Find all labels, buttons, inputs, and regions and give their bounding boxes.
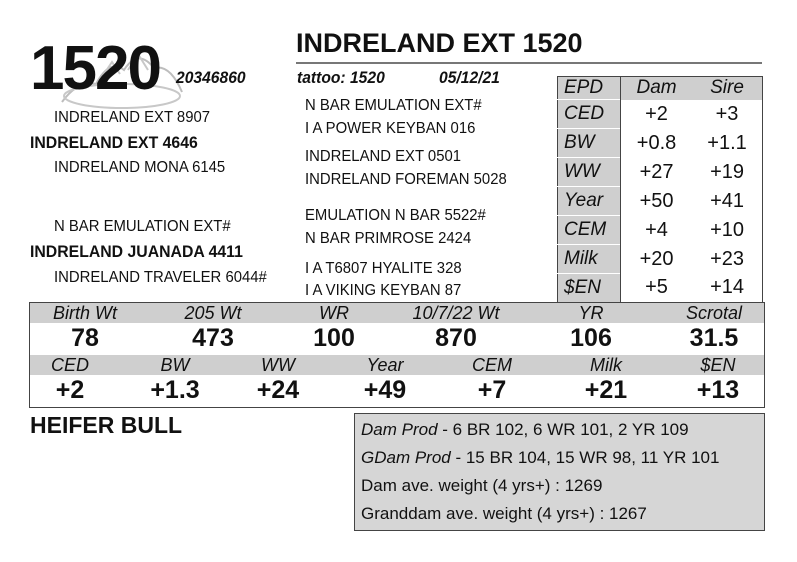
calf-epd-header-milk: Milk (590, 355, 622, 375)
epd-trait: BW (557, 128, 621, 158)
calf-epd-header-cem: CEM (472, 355, 512, 375)
epd-sire-value: +1.1 (707, 131, 747, 154)
pedigree-sire-sire: INDRELAND EXT 8907 (54, 109, 211, 126)
epd-sire-value: +23 (710, 247, 744, 270)
animal-name: INDRELAND EXT 1520 (296, 28, 583, 58)
epd-sire-value: +3 (715, 102, 739, 125)
perf-wr: 100 (313, 324, 355, 352)
epd-sire-value: +14 (710, 276, 744, 299)
birth-date: 05/12/21 (439, 68, 500, 87)
registration-number: 20346860 (176, 68, 246, 87)
epd-row: CEM +4 +10 (557, 215, 763, 245)
perf-scrotal: 31.5 (689, 324, 739, 352)
perf-header-birth-wt: Birth Wt (52, 303, 118, 323)
epd-dam-value: +0.8 (636, 131, 677, 154)
epd-trait: CED (557, 99, 621, 129)
calf-epd-ced: +2 (55, 376, 85, 404)
dam-prod-label: Dam Prod (361, 420, 438, 439)
lot-number: 1520 (30, 34, 162, 103)
dam-weight: Dam ave. weight (4 yrs+) : 1269 (361, 476, 603, 495)
epd-sire-value: +41 (710, 189, 744, 212)
epd-row: CED +2 +3 (557, 99, 763, 129)
epd-trait: Milk (557, 244, 621, 274)
epd-trait: Year (557, 186, 621, 216)
perf-header-yr: YR (578, 303, 604, 323)
dam-production-box: Dam Prod - 6 BR 102, 6 WR 101, 2 YR 109 … (354, 413, 765, 531)
calf-epd-header-en: $EN (700, 355, 736, 375)
epd-dam-value: +50 (639, 189, 674, 212)
epd-header-dam: Dam (620, 76, 693, 100)
pedigree-dd-sire: I A T6807 HYALITE 328 (305, 260, 462, 277)
pedigree-ss-sire: N BAR EMULATION EXT# (305, 97, 482, 114)
epd-sire-value: +19 (710, 160, 744, 183)
calf-epd-cem: +7 (477, 376, 507, 404)
granddam-weight: Granddam ave. weight (4 yrs+) : 1267 (361, 504, 647, 523)
epd-row: Year +50 +41 (557, 186, 763, 216)
perf-205-wt: 473 (192, 324, 234, 352)
epd-row: WW +27 +19 (557, 157, 763, 187)
epd-header-trait: EPD (557, 76, 621, 100)
dam-prod-line: Dam Prod - 6 BR 102, 6 WR 101, 2 YR 109 (361, 420, 689, 440)
heifer-bull-note: HEIFER BULL (30, 412, 183, 438)
pedigree-sd-sire: INDRELAND EXT 0501 (305, 148, 462, 165)
dam-prod-value: - 6 BR 102, 6 WR 101, 2 YR 109 (437, 420, 689, 439)
perf-yearling-wt: 870 (435, 324, 477, 352)
calf-epd-year: +49 (363, 376, 407, 404)
pedigree-dam-sire: N BAR EMULATION EXT# (54, 218, 231, 235)
epd-table: EPD Dam Sire CED +2 +3 BW +0.8 +1.1 WW +… (557, 76, 763, 303)
pedigree-dam-dam: INDRELAND TRAVELER 6044# (54, 269, 267, 286)
perf-header-yearling-wt: 10/7/22 Wt (412, 303, 500, 323)
pedigree-sire-dam: INDRELAND MONA 6145 (54, 159, 226, 176)
gdam-prod-value: - 15 BR 104, 15 WR 98, 11 YR 101 (450, 448, 720, 467)
calf-epd-bw: +1.3 (150, 376, 200, 404)
gdam-prod-line: GDam Prod - 15 BR 104, 15 WR 98, 11 YR 1… (361, 448, 719, 468)
epd-trait: $EN (557, 273, 621, 303)
epd-trait: CEM (557, 215, 621, 245)
epd-dam-value: +20 (639, 247, 674, 270)
performance-header-band (30, 303, 764, 323)
calf-epd-milk: +21 (584, 376, 628, 404)
calf-epd-header-band (30, 355, 764, 375)
epd-trait: WW (557, 157, 621, 187)
pedigree-sire: INDRELAND EXT 4646 (30, 133, 198, 152)
calf-epd-en: +13 (696, 376, 740, 404)
gdam-prod-label: GDam Prod (361, 448, 451, 467)
perf-header-scrotal: Scrotal (685, 303, 743, 323)
calf-epd-ww: +24 (256, 376, 300, 404)
epd-row: Milk +20 +23 (557, 244, 763, 274)
performance-table: Birth Wt 205 Wt WR 10/7/22 Wt YR Scrotal… (29, 302, 765, 408)
title-divider (296, 62, 762, 64)
calf-epd-header-ww: WW (261, 355, 295, 375)
pedigree-dd-dam: I A VIKING KEYBAN 87 (305, 282, 462, 299)
calf-epd-header-bw: BW (160, 355, 190, 375)
epd-sire-value: +10 (710, 218, 744, 241)
perf-header-wr: WR (319, 303, 349, 323)
perf-birth-wt: 78 (71, 324, 99, 352)
pedigree-ss-dam: I A POWER KEYBAN 016 (305, 120, 476, 137)
epd-header-row: EPD Dam Sire (557, 76, 763, 100)
epd-row: $EN +5 +14 (557, 273, 763, 303)
epd-header-sire: Sire (692, 76, 763, 100)
ranch-logo-watermark (61, 52, 183, 109)
pedigree-ds-sire: EMULATION N BAR 5522# (305, 207, 486, 224)
epd-dam-value: +2 (645, 102, 668, 125)
epd-row: BW +0.8 +1.1 (557, 128, 763, 158)
calf-epd-header-ced: CED (50, 355, 90, 375)
epd-dam-value: +5 (645, 276, 668, 299)
epd-dam-value: +4 (645, 218, 668, 241)
perf-header-205-wt: 205 Wt (184, 303, 242, 323)
pedigree-dam: INDRELAND JUANADA 4411 (30, 242, 243, 261)
calf-epd-header-year: Year (366, 355, 404, 375)
tattoo: tattoo: 1520 (297, 68, 385, 87)
epd-dam-value: +27 (639, 160, 674, 183)
perf-yr: 106 (570, 324, 612, 352)
pedigree-ds-dam: N BAR PRIMROSE 2424 (305, 230, 472, 247)
pedigree-sd-dam: INDRELAND FOREMAN 5028 (305, 171, 507, 188)
